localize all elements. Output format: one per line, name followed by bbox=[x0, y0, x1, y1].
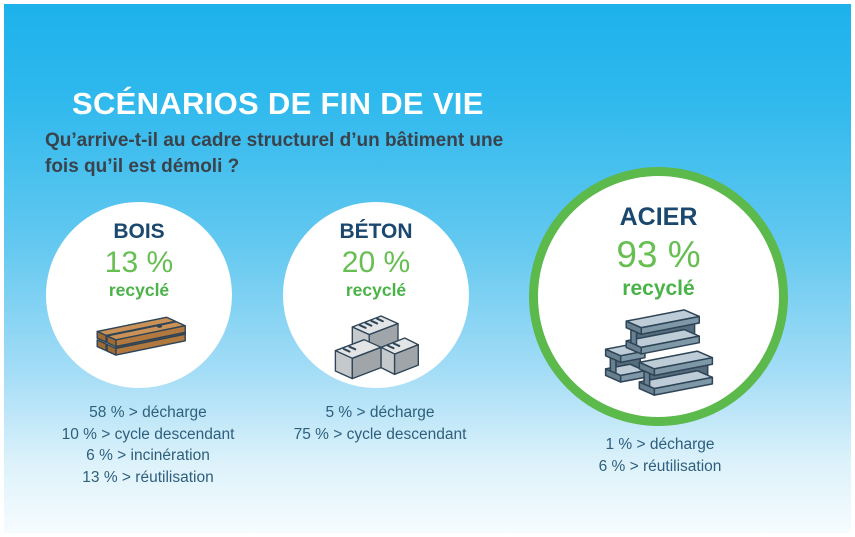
material-name-beton: BÉTON bbox=[339, 220, 413, 243]
material-circle-beton: BÉTON 20 % recyclé bbox=[283, 202, 469, 388]
material-percent-acier: 93 % bbox=[616, 234, 701, 275]
material-percent-bois: 13 % bbox=[104, 246, 174, 279]
material-recycled-label-bois: recyclé bbox=[108, 280, 170, 300]
page-title: SCÉNARIOS DE FIN DE VIE bbox=[72, 86, 484, 121]
wood-planks-icon bbox=[96, 316, 186, 356]
subtitle-line-1: Qu’arrive-t-il au cadre structurel d’un … bbox=[45, 130, 504, 151]
stat-line: 75 % > cycle descendant bbox=[293, 425, 467, 443]
infographic-panel: SCÉNARIOS DE FIN DE VIE Qu’arrive-t-il a… bbox=[4, 4, 851, 533]
material-name-acier: ACIER bbox=[619, 203, 698, 231]
material-recycled-label-acier: recyclé bbox=[622, 277, 695, 300]
stat-line: 13 % > réutilisation bbox=[82, 468, 214, 486]
page-subtitle: Qu’arrive-t-il au cadre structurel d’un … bbox=[45, 128, 503, 180]
stat-line: 6 % > incinération bbox=[86, 447, 210, 464]
material-circle-bois: BOIS 13 % recyclé bbox=[46, 202, 232, 388]
steel-beams-icon bbox=[604, 309, 713, 396]
stat-line: 1 % > décharge bbox=[605, 436, 715, 453]
material-circle-acier: ACIER 93 % recyclé bbox=[529, 167, 788, 426]
subtitle-line-2: fois qu’il est démoli ? bbox=[45, 156, 240, 177]
bois-stats-list: 58 % > décharge 10 % > cycle descendant … bbox=[18, 402, 278, 488]
acier-stats-list: 1 % > décharge 6 % > réutilisation bbox=[530, 434, 790, 477]
stat-line: 5 % > décharge bbox=[325, 404, 435, 421]
stat-line: 58 % > décharge bbox=[89, 404, 207, 421]
material-recycled-label-beton: recyclé bbox=[345, 280, 407, 300]
material-percent-beton: 20 % bbox=[341, 246, 411, 279]
beton-stats-list: 5 % > décharge 75 % > cycle descendant bbox=[250, 402, 510, 445]
concrete-blocks-icon bbox=[334, 315, 419, 380]
stat-line: 10 % > cycle descendant bbox=[61, 425, 235, 443]
stat-line: 6 % > réutilisation bbox=[598, 457, 722, 475]
material-name-bois: BOIS bbox=[113, 220, 165, 243]
